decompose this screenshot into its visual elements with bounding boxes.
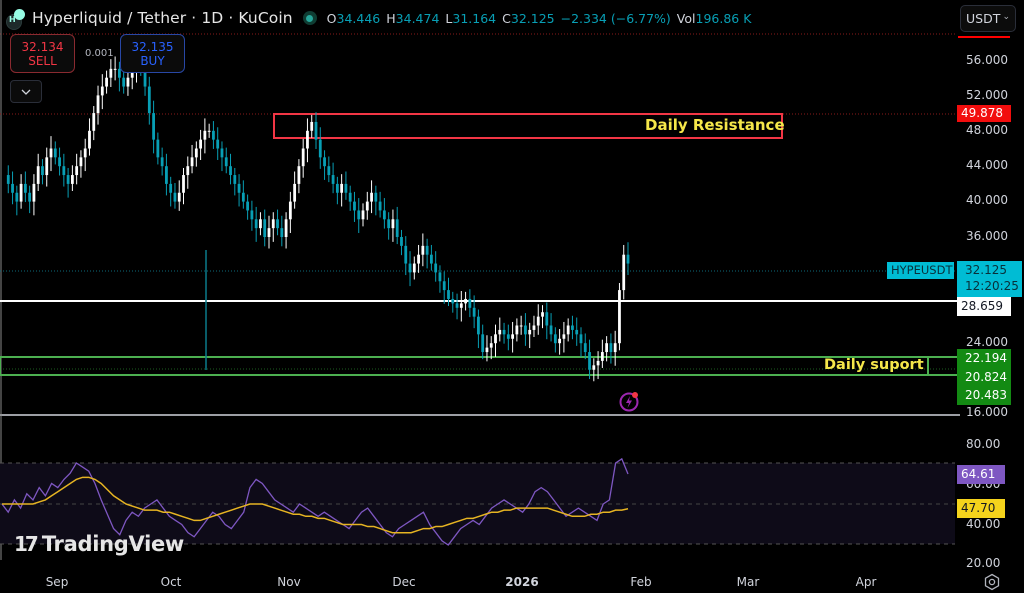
time-label: Sep <box>45 575 69 589</box>
support-price-tags: 22.194 20.824 20.483 <box>957 349 1011 405</box>
volume-value: 196.86 K <box>695 10 752 26</box>
chevron-down-icon: ⌄ <box>1002 12 1010 22</box>
resistance-price-tag: 49.878 <box>957 105 1011 122</box>
rsi-ma-line <box>2 476 629 534</box>
price-tick: 36.000 <box>966 229 1008 243</box>
price-tick: 44.000 <box>966 158 1008 172</box>
price-tick: 52.000 <box>966 88 1008 102</box>
low-value: 31.164 <box>452 10 497 26</box>
market-open-icon[interactable] <box>302 11 317 25</box>
price-tick: 40.000 <box>966 193 1008 207</box>
time-label: Dec <box>392 575 416 589</box>
open-value: 34.446 <box>336 10 381 26</box>
price-tick: 48.000 <box>966 123 1008 137</box>
collapse-legend-button[interactable] <box>10 80 42 103</box>
buy-label: BUY <box>140 53 165 68</box>
time-label: Feb <box>630 575 652 589</box>
ohlc-values: O34.446 H34.474 L31.164 C32.125 −2.334 (… <box>326 10 752 26</box>
price-tick: 56.000 <box>966 53 1008 67</box>
currency-underline <box>958 36 1010 38</box>
bar-countdown: 12:20:25 <box>965 279 1019 293</box>
symbol-header: H Hyperliquid / Tether · 1D · KuCoin O34… <box>6 6 751 30</box>
horizontal-line-price-tag: 28.659 <box>957 297 1011 316</box>
sell-label: SELL <box>28 53 57 68</box>
lightning-event-icon[interactable] <box>619 390 641 412</box>
settings-gear-icon[interactable] <box>983 573 1001 591</box>
hyperliquid-logo-icon: H <box>6 8 26 30</box>
symbol-title[interactable]: Hyperliquid / Tether · 1D · KuCoin <box>32 9 293 27</box>
last-price: 32.125 <box>965 263 1007 277</box>
tradingview-logo-icon: 17 <box>14 532 39 556</box>
daily-support-label[interactable]: Daily suport <box>824 357 924 373</box>
rsi-tick: 80.00 <box>966 437 1001 451</box>
buy-button[interactable]: 32.135 BUY <box>120 34 185 73</box>
currency-selector[interactable]: USDT ⌄ <box>960 5 1016 32</box>
rsi-tick: 20.00 <box>966 556 1001 570</box>
time-label: Apr <box>855 575 877 589</box>
rsi-line <box>1 457 629 546</box>
price-tick: 16.000 <box>966 405 1008 419</box>
time-label: Nov <box>277 575 301 589</box>
daily-resistance-label[interactable]: Daily Resistance <box>645 116 785 134</box>
candlestick-series <box>6 47 630 382</box>
sell-price: 32.134 <box>21 39 64 54</box>
resistance-zone[interactable] <box>273 113 783 139</box>
close-value: 32.125 <box>510 10 555 26</box>
time-label: 2026 <box>505 575 539 589</box>
buy-price: 32.135 <box>131 39 174 54</box>
symbol-name-tag: HYPEUSDT <box>887 262 954 279</box>
chevron-down-icon <box>21 89 31 95</box>
support-zone[interactable] <box>0 356 929 376</box>
sell-button[interactable]: 32.134 SELL <box>10 34 75 73</box>
tradingview-logo[interactable]: 17 TradingView <box>14 532 185 556</box>
rsi-ma-value-tag: 47.70 <box>957 499 1005 518</box>
spread-value: 0.001 <box>85 48 114 59</box>
rsi-tick: 40.00 <box>966 517 1001 531</box>
time-label: Oct <box>160 575 182 589</box>
rsi-value-tag: 64.61 <box>957 465 1005 484</box>
high-value: 34.474 <box>395 10 440 26</box>
price-tick: 24.000 <box>966 335 1008 349</box>
change-value: −2.334 (−6.77%) <box>560 10 671 26</box>
time-label: Mar <box>736 575 760 589</box>
last-price-tag: 32.125 12:20:25 <box>957 261 1022 297</box>
